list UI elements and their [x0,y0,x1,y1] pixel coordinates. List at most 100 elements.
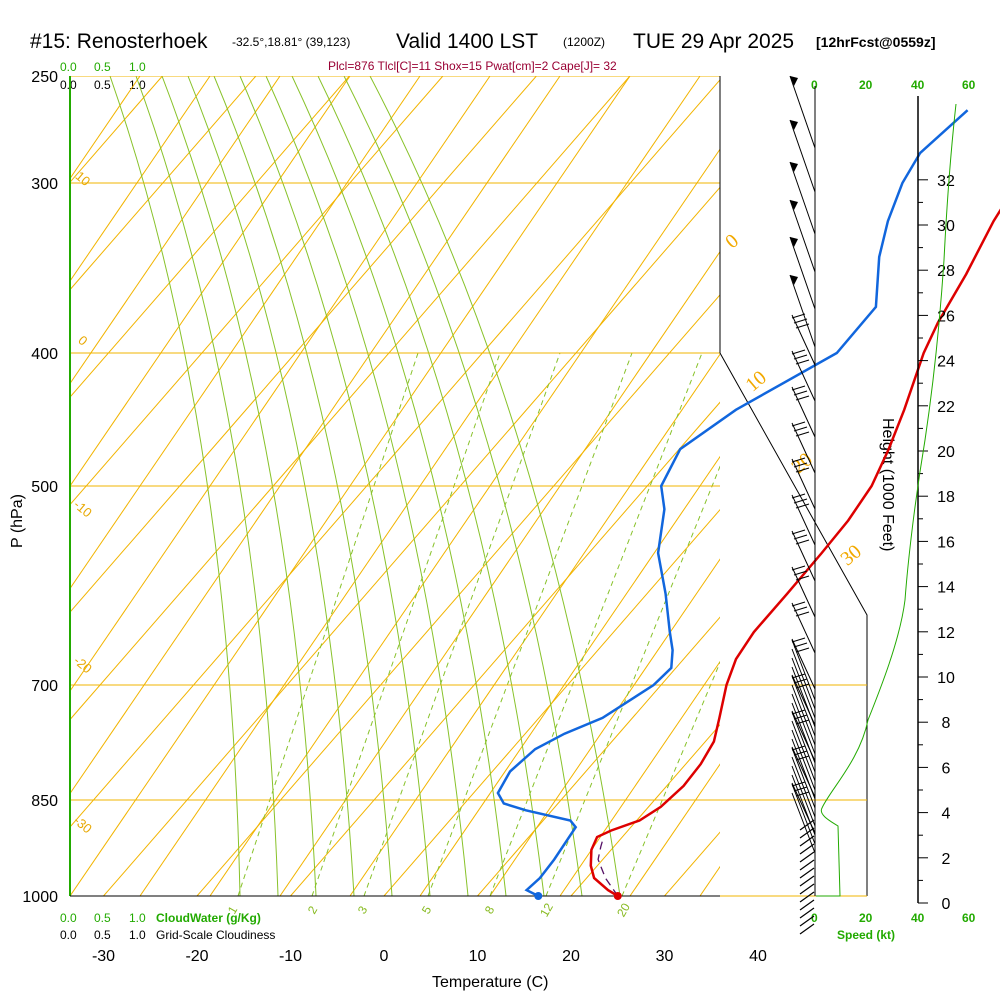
wind-barb-feather [795,611,810,617]
cloudiness-tick-top-2: 1.0 [129,78,146,92]
wind-barb-feather [793,570,808,576]
forecast-label: [12hrFcst@0559z] [816,34,935,50]
isotherm-label: -20 [71,653,95,677]
wind-barb-feather [793,354,808,360]
wind-barb-flag [790,275,798,285]
mixing-ratio-line [363,352,561,896]
station-coords: -32.5°,18.81° (39,123) [232,35,350,49]
wind-barb-feather [795,431,810,437]
wind-barb-low [799,875,815,887]
temperature-tick-label: -20 [185,948,208,965]
wind-barb [791,657,816,719]
wind-barb-feather [795,395,810,401]
isotherm-label: 10 [73,168,94,189]
wind-barb-flag [790,76,798,86]
moist-adiabat-line [161,76,317,896]
wind-barb-low [799,827,815,839]
height-tick-label: 20 [937,444,955,461]
cloudiness-tick-bottom-2: 1.0 [129,928,146,942]
temperature-tick-label: -30 [92,948,115,965]
isotherm-line [852,76,1000,896]
speed-tick-top-2: 40 [911,78,925,92]
moist-adiabat-line [265,76,469,896]
wind-barb-feather [793,642,808,648]
isotherm-label: 0 [721,230,743,253]
wind-barb-feather [791,349,806,355]
dry-adiabat-line [840,76,1000,896]
mixing-ratio-label: 3 [355,903,371,916]
isotherm-label: 20 [787,449,816,479]
wind-barb-feather [793,318,808,324]
dry-adiabat-line [70,76,211,282]
mixing-ratio-label: 5 [419,903,435,916]
wind-barb [791,314,816,366]
surface-dewpoint-dot [534,892,543,900]
wind-barb [791,458,816,510]
isotherm-line [70,76,257,291]
wind-barb-feather [791,493,806,499]
height-tick-label: 10 [937,670,955,687]
height-tick-label: 26 [937,308,955,325]
height-tick-label: 14 [937,580,955,597]
height-tick-label: 24 [937,354,955,371]
wind-barb [791,756,816,818]
wind-barb-feather [791,529,806,535]
mixing-ratio-label: 12 [537,900,556,919]
temperature-tick-label: 40 [749,948,767,965]
cloudiness-tick-top-1: 0.5 [94,78,111,92]
wind-barb-feather [795,503,810,509]
wind-barb [791,702,816,764]
parcel-trace [597,836,619,897]
cloudwater-tick-top-1: 0.5 [94,60,111,74]
moist-adiabat-line [369,76,621,896]
wind-barb-flag [790,200,798,210]
wind-barb-feather [795,467,810,473]
wind-barb-feather [795,323,810,329]
wind-barb [791,386,816,438]
isotherm-line [70,76,350,398]
wind-barb-low [799,923,815,935]
wind-barb-low [799,867,815,879]
wind-barb-feather [791,601,806,607]
wind-barb-low [799,915,815,927]
speed-tick-top-3: 60 [962,78,976,92]
x-axis-label: Temperature (C) [432,974,548,991]
wind-barb [791,693,816,755]
mixing-ratio-label: 8 [482,903,498,916]
cloudwater-tick-bottom-0: 0.0 [60,911,77,925]
wind-barb [791,720,816,782]
moist-adiabat-line [317,76,545,896]
mixing-ratio-line [621,661,720,896]
mixing-ratio-line [427,352,633,896]
temperature-trace [589,208,1000,898]
moist-adiabat-line [135,76,279,896]
isotherm-line [383,509,720,896]
cloudwater-tick-bottom-2: 1.0 [129,911,146,925]
wind-barb [789,119,816,193]
height-tick-label: 22 [937,399,955,416]
wind-barb [791,639,816,701]
wind-barb-flag [790,162,798,172]
wind-barb-feather [791,421,806,427]
wind-barb [791,738,816,800]
speed-tick-bottom-1: 20 [859,911,873,925]
wind-barb-feather [791,385,806,391]
dry-adiabat-line [910,76,1000,896]
height-tick-label: 28 [937,263,955,280]
plot-frame [69,76,868,897]
dewpoint-trace [496,109,969,898]
temperature-tick-label: 0 [380,948,389,965]
cloudwater-tick-top-2: 1.0 [129,60,146,74]
station-title: #15: Renosterhoek [30,30,208,53]
wind-barb [791,638,816,690]
speed-tick-top-1: 20 [859,78,873,92]
wind-barb [791,422,816,474]
y-axis-label: P (hPa) [9,494,26,548]
wind-barb [789,236,816,310]
valid-time: Valid 1400 LST [396,30,538,53]
wind-barb-flag [790,237,798,247]
wind-barb [791,648,816,710]
wind-barb-feather [795,575,810,581]
wind-barb [789,161,816,235]
